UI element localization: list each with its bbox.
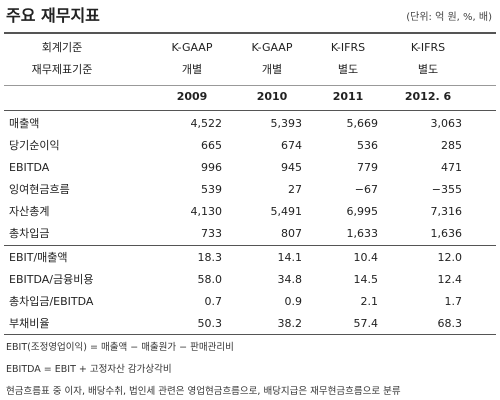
cell: 2.1 (360, 295, 379, 308)
row-label: EBIT/매출액 (9, 251, 68, 264)
title: 주요 재무지표 (6, 6, 100, 25)
cell: 12.0 (437, 251, 463, 264)
header-cell: 2009 (176, 90, 208, 103)
note: EBITDA = EBIT + 고정자산 감가상각비 (6, 364, 172, 375)
header-cell: 별도 (337, 63, 359, 76)
header-cell: 2012. 6 (404, 90, 452, 103)
cell: 733 (201, 227, 222, 240)
cell: 14.5 (353, 273, 379, 286)
cell: 68.3 (437, 317, 463, 330)
cell: 0.7 (204, 295, 223, 308)
cell: 536 (357, 139, 378, 152)
header-cell: K-IFRS (330, 41, 366, 54)
cell: 0.9 (284, 295, 303, 308)
cell: −67 (354, 183, 378, 196)
cell: 18.3 (197, 251, 223, 264)
row-label: EBITDA (9, 161, 50, 174)
cell: 1.7 (444, 295, 463, 308)
header-cell: 2011 (332, 90, 364, 103)
cell: 996 (201, 161, 222, 174)
header-cell: K-GAAP (251, 41, 293, 54)
rule (4, 334, 496, 335)
cell: 34.8 (277, 273, 303, 286)
header-cell: K-GAAP (171, 41, 213, 54)
cell: 665 (201, 139, 222, 152)
rule (4, 110, 496, 111)
cell: 57.4 (353, 317, 379, 330)
cell: 1,636 (430, 227, 463, 240)
cell: 779 (357, 161, 378, 174)
cell: 50.3 (197, 317, 223, 330)
row-label: 총차입금 (9, 227, 50, 240)
header-cell: 개별 (181, 63, 203, 76)
header-cell: 별도 (417, 63, 439, 76)
cell: 1,633 (346, 227, 379, 240)
cell: 7,316 (430, 205, 463, 218)
cell: −355 (431, 183, 462, 196)
cell: 5,491 (270, 205, 303, 218)
row-label: 총차입금/EBITDA (9, 295, 94, 308)
header-label: 재무제표기준 (31, 63, 93, 76)
row-label: 잉여현금흐름 (9, 183, 70, 196)
cell: 38.2 (277, 317, 303, 330)
cell: 4,522 (190, 117, 223, 130)
note: 현금흐름표 중 이자, 배당수취, 법인세 관련은 영업현금흐름으로, 배당지급… (6, 386, 401, 397)
rule (4, 32, 496, 34)
row-label: 당기순이익 (9, 139, 60, 152)
header-cell: 2010 (256, 90, 288, 103)
header-label: 회계기준 (41, 41, 83, 54)
cell: 4,130 (190, 205, 223, 218)
cell: 6,995 (346, 205, 379, 218)
cell: 27 (288, 183, 302, 196)
cell: 14.1 (277, 251, 303, 264)
note: EBIT(조정영업이익) = 매출액 − 매출원가 − 판매관리비 (6, 342, 234, 353)
cell: 285 (441, 139, 462, 152)
cell: 12.4 (437, 273, 463, 286)
header-cell: 개별 (261, 63, 283, 76)
row-label: 자산총계 (9, 205, 50, 218)
cell: 471 (441, 161, 462, 174)
cell: 3,063 (430, 117, 463, 130)
cell: 5,669 (346, 117, 379, 130)
row-label: 부채비율 (9, 317, 50, 330)
header-cell: K-IFRS (410, 41, 446, 54)
cell: 5,393 (270, 117, 303, 130)
cell: 58.0 (197, 273, 223, 286)
cell: 945 (281, 161, 302, 174)
rule (4, 245, 496, 246)
cell: 10.4 (353, 251, 379, 264)
row-label: 매출액 (9, 117, 40, 130)
row-label: EBITDA/금융비용 (9, 273, 94, 286)
rule (4, 85, 496, 86)
cell: 539 (201, 183, 222, 196)
unit: (단위: 억 원, %, 배) (406, 12, 492, 23)
cell: 674 (281, 139, 302, 152)
cell: 807 (281, 227, 302, 240)
